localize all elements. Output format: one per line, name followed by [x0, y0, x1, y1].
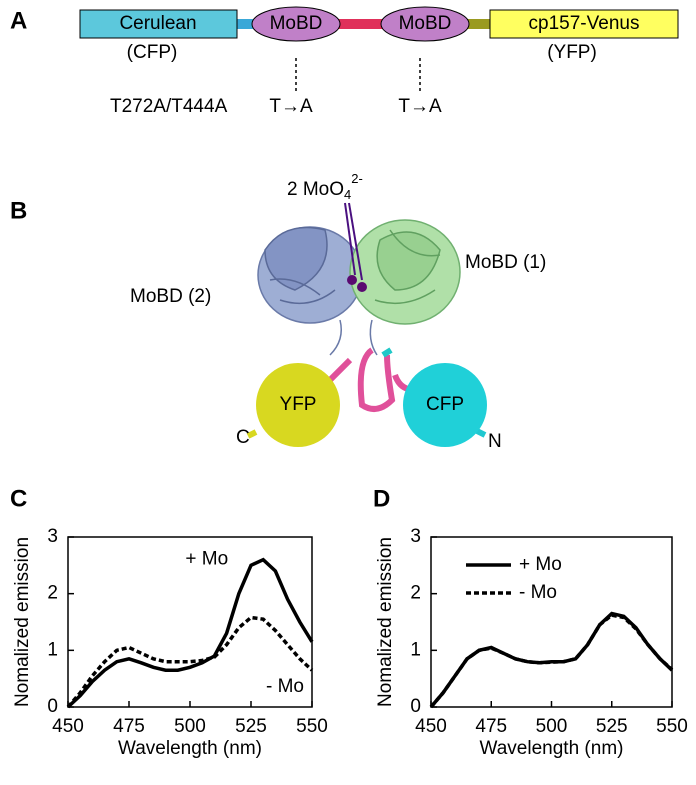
x-tick-label: 550: [656, 716, 688, 737]
fluorophore-label: YFP: [280, 394, 317, 415]
arrow: [344, 202, 356, 276]
sublabel: (YFP): [547, 42, 597, 63]
linker: [327, 347, 416, 412]
series-label: + Mo: [185, 549, 228, 570]
linker: [467, 19, 491, 29]
domain-ellipse: [380, 6, 470, 42]
panel-label: B: [10, 197, 27, 224]
cfp-barrel: [403, 363, 487, 447]
linker: [338, 19, 384, 29]
x-tick-label: 500: [536, 716, 568, 737]
x-tick-label: 475: [475, 716, 507, 737]
x-tick-label: 525: [596, 716, 628, 737]
terminus-label: C: [236, 427, 250, 448]
domain-label: Cerulean: [119, 13, 196, 34]
line-series: [66, 557, 314, 709]
y-axis-label: Nomalized emission: [12, 537, 33, 707]
legend-label: - Mo: [519, 582, 557, 603]
molybdate: [357, 282, 367, 292]
panel-label: A: [10, 7, 27, 34]
protein-structure: [257, 219, 461, 356]
line-series: [429, 613, 674, 709]
domain-box: [79, 9, 238, 39]
y-tick-label: 3: [410, 526, 421, 547]
domain-ellipse: [251, 6, 341, 42]
x-tick-label: 550: [296, 716, 328, 737]
ligand-superscript: 2-: [351, 171, 363, 186]
x-tick-label: 475: [113, 716, 145, 737]
y-tick-label: 2: [410, 583, 421, 604]
substitution: T→A: [269, 96, 313, 117]
substitution: T→A: [398, 96, 442, 117]
terminus-tail: [246, 429, 258, 439]
legend-label: + Mo: [519, 554, 562, 575]
domain-box: [489, 9, 679, 39]
arrow: [348, 202, 363, 281]
y-tick-label: 2: [47, 583, 58, 604]
x-axis-label: Wavelength (nm): [480, 738, 624, 759]
panel-label: C: [10, 485, 27, 512]
fluorophore-label: CFP: [426, 394, 464, 415]
y-tick-label: 0: [410, 696, 421, 717]
series-label: - Mo: [266, 676, 304, 697]
x-tick-label: 500: [174, 716, 206, 737]
x-tick-label: 450: [415, 716, 447, 737]
linker: [381, 347, 393, 358]
x-axis-label: Wavelength (nm): [118, 738, 262, 759]
x-tick-label: 525: [235, 716, 267, 737]
domain-label: MoBD: [399, 13, 452, 34]
ligand: 2 MoO: [287, 179, 344, 200]
y-tick-label: 1: [47, 639, 58, 660]
ligand-label: 2 MoO42-: [287, 171, 363, 202]
y-axis-label: Nomalized emission: [375, 537, 396, 707]
domain-label: cp157-Venus: [529, 13, 640, 34]
y-tick-label: 3: [47, 526, 58, 547]
domain-label: MoBD (2): [130, 286, 211, 307]
molybdate: [347, 275, 357, 285]
sublabel: (CFP): [127, 42, 178, 63]
y-tick-label: 0: [47, 696, 58, 717]
domain-label: MoBD (1): [465, 252, 546, 273]
yfp-barrel: [256, 363, 340, 447]
x-tick-label: 450: [52, 716, 84, 737]
terminus-label: N: [488, 431, 502, 452]
domain-label: MoBD: [270, 13, 323, 34]
mutation: T272A/T444A: [110, 96, 228, 117]
linker: [237, 19, 253, 29]
y-tick-label: 1: [410, 639, 421, 660]
ligand-subscript: 4: [344, 187, 351, 202]
panel-label: D: [373, 485, 390, 512]
